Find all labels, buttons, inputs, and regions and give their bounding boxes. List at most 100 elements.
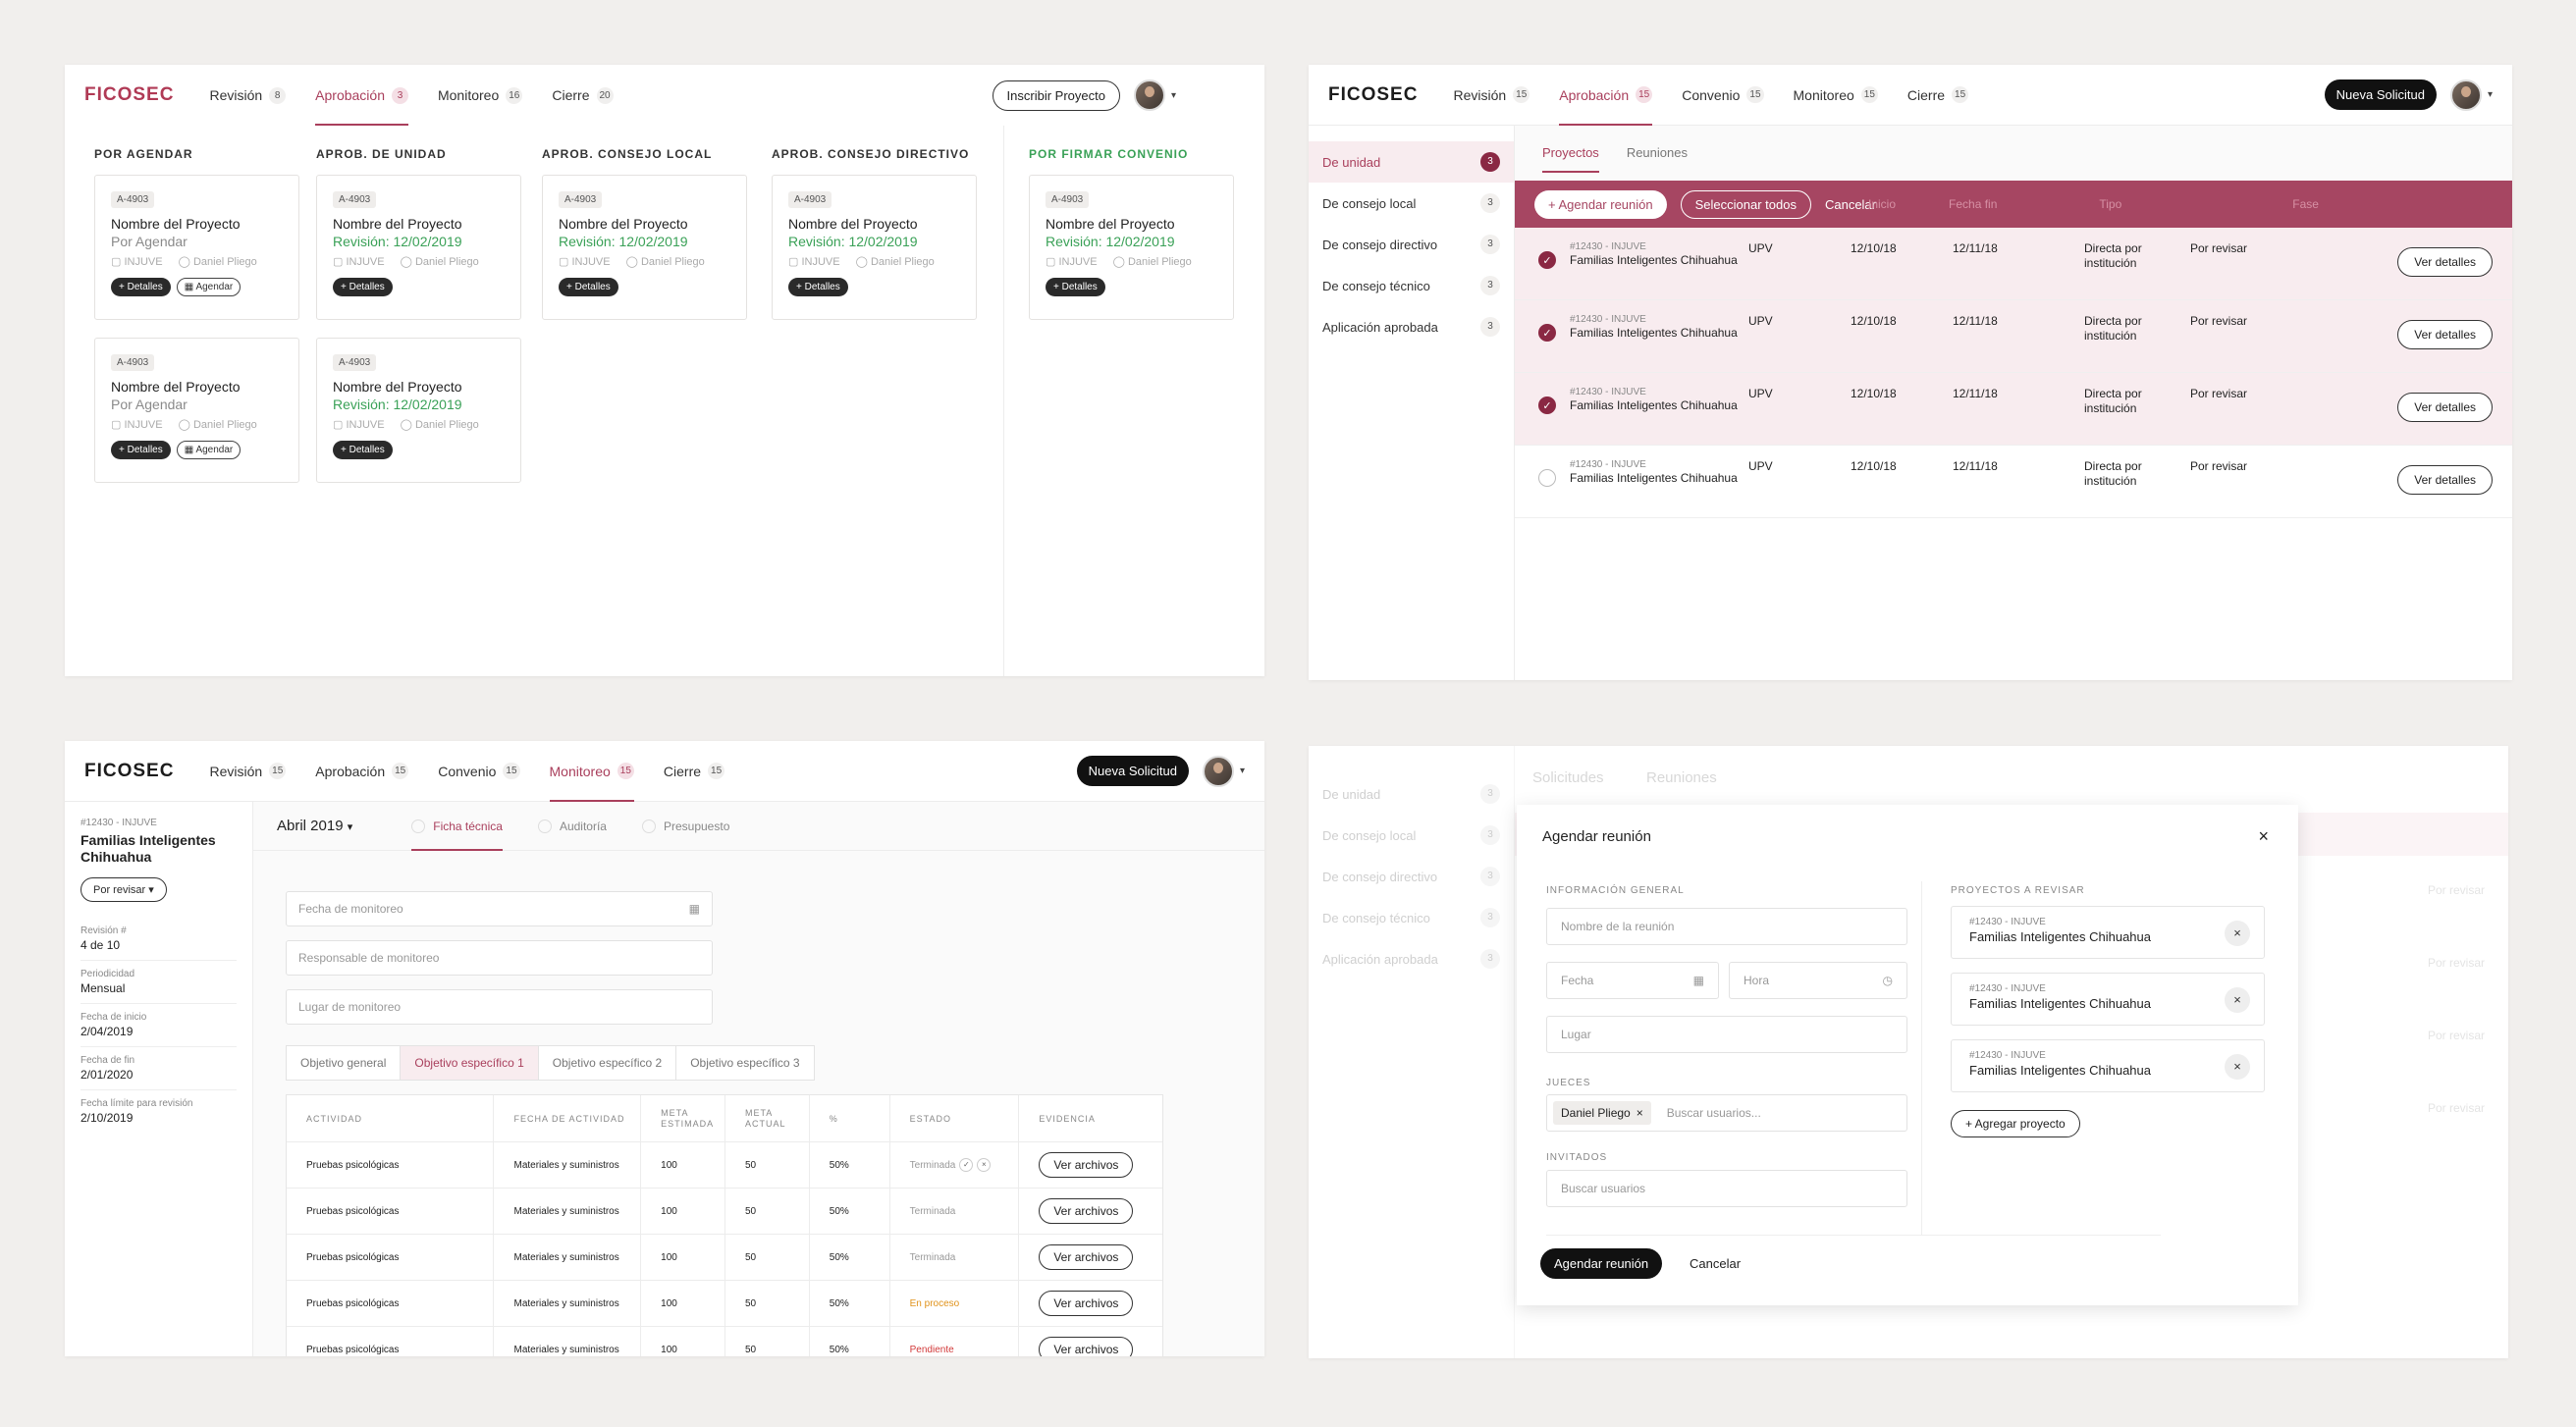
sidebar-item-consejo-local[interactable]: De consejo local 3 [1309, 183, 1514, 224]
project-card[interactable]: A-4903 Nombre del Proyecto Revisión: 12/… [772, 175, 977, 320]
time-input[interactable]: Hora ◷ [1729, 962, 1907, 999]
meeting-name-input[interactable]: Nombre de la reunión [1546, 908, 1907, 945]
chevron-down-icon[interactable]: ▾ [1239, 766, 1245, 776]
ver-archivos-button[interactable]: Ver archivos [1039, 1198, 1134, 1224]
agendar-button[interactable]: ▦ Agendar [176, 278, 242, 296]
ver-detalles-button[interactable]: Ver detalles [2397, 465, 2493, 495]
tab-cierre[interactable]: Cierre 15 [1907, 65, 1969, 126]
avatar[interactable] [1133, 79, 1165, 111]
details-button[interactable]: + Detalles [111, 278, 171, 296]
section-title: PROYECTOS A REVISAR [1951, 885, 2085, 896]
tab-objetivo-1[interactable]: Objetivo específico 1 [400, 1045, 539, 1081]
table-row[interactable]: #12430 - INJUVE Familias Inteligentes Chi… [1515, 446, 2512, 518]
fecha-monitoreo-input[interactable]: Fecha de monitoreo ▦ [286, 891, 713, 926]
responsable-input[interactable]: Responsable de monitoreo [286, 940, 713, 976]
tab-auditoria[interactable]: Auditoría [537, 802, 607, 851]
details-button[interactable]: + Detalles [333, 441, 393, 459]
tab-monitoreo[interactable]: Monitoreo 15 [1794, 65, 1878, 126]
add-project-button[interactable]: + Agregar proyecto [1951, 1110, 2080, 1137]
tab-revision[interactable]: Revisión 8 [209, 65, 287, 126]
column-title: POR AGENDAR [94, 147, 193, 161]
ver-archivos-button[interactable]: Ver archivos [1039, 1152, 1134, 1178]
row-checkbox[interactable]: ✓ [1538, 324, 1556, 342]
tab-aprobacion[interactable]: Aprobación 15 [315, 741, 409, 802]
status-select[interactable]: Por revisar ▾ [80, 877, 167, 902]
chevron-down-icon[interactable]: ▾ [2487, 89, 2493, 100]
judges-input[interactable]: Daniel Pliego × Buscar usuarios... [1546, 1094, 1907, 1132]
ver-detalles-button[interactable]: Ver detalles [2397, 320, 2493, 349]
details-button[interactable]: + Detalles [333, 278, 393, 296]
row-checkbox[interactable]: ✓ [1538, 251, 1556, 269]
org-cell: UPV [1748, 387, 1773, 400]
project-card[interactable]: A-4903 Nombre del Proyecto Revisión: 12/… [316, 175, 521, 320]
remove-icon[interactable]: × [2225, 987, 2250, 1013]
remove-icon[interactable]: × [2225, 1054, 2250, 1080]
ver-archivos-button[interactable]: Ver archivos [1039, 1291, 1134, 1316]
ver-archivos-button[interactable]: Ver archivos [1039, 1244, 1134, 1270]
sidebar-item-count: 3 [1480, 867, 1500, 886]
org-label: ▢ INJUVE [333, 419, 385, 431]
sidebar-item-de-unidad[interactable]: De unidad 3 [1309, 141, 1514, 183]
tab-revision[interactable]: Revisión 15 [209, 741, 287, 802]
tab-cierre[interactable]: Cierre 15 [664, 741, 725, 802]
details-button[interactable]: + Detalles [1046, 278, 1105, 296]
sidebar-item-consejo-directivo[interactable]: De consejo directivo 3 [1309, 224, 1514, 265]
tab-reuniones[interactable]: Reuniones [1626, 145, 1688, 160]
nueva-solicitud-button[interactable]: Nueva Solicitud [2324, 79, 2437, 110]
details-button[interactable]: + Detalles [559, 278, 618, 296]
select-all-button[interactable]: Seleccionar todos [1680, 189, 1811, 219]
agendar-reunion-button[interactable]: + Agendar reunión [1534, 189, 1667, 219]
project-card[interactable]: A-4903 Nombre del Proyecto Revisión: 12/… [316, 338, 521, 483]
avatar[interactable] [1202, 755, 1234, 787]
table-row[interactable]: ✓ #12430 - INJUVE Familias Inteligentes C… [1515, 300, 2512, 373]
nueva-solicitud-button[interactable]: Nueva Solicitud [1076, 756, 1189, 786]
ver-detalles-button[interactable]: Ver detalles [2397, 247, 2493, 277]
cancel-button[interactable]: Cancelar [1690, 1256, 1742, 1271]
tab-presupuesto[interactable]: Presupuesto [641, 802, 729, 851]
project-card[interactable]: A-4903 Nombre del Proyecto Por Agendar ▢… [94, 175, 299, 320]
remove-icon[interactable]: × [2225, 921, 2250, 946]
avatar[interactable] [2449, 79, 2482, 111]
project-card[interactable]: A-4903 Nombre del Proyecto Revisión: 12/… [1029, 175, 1234, 320]
tab-convenio[interactable]: Convenio 15 [1682, 65, 1764, 126]
tab-objetivo-3[interactable]: Objetivo específico 3 [675, 1045, 815, 1081]
close-icon[interactable]: × [2258, 826, 2269, 846]
submit-button[interactable]: Agendar reunión [1540, 1248, 1663, 1279]
tab-convenio[interactable]: Convenio 15 [438, 741, 520, 802]
lugar-input[interactable]: Lugar de monitoreo [286, 989, 713, 1025]
table-row[interactable]: ✓ #12430 - INJUVE Familias Inteligentes C… [1515, 373, 2512, 446]
month-selector[interactable]: Abril 2019 ▾ [277, 818, 352, 834]
tab-objetivo-general[interactable]: Objetivo general [286, 1045, 402, 1081]
chevron-down-icon[interactable]: ▾ [1170, 89, 1176, 101]
close-icon[interactable]: × [977, 1158, 992, 1172]
check-icon[interactable]: ✓ [959, 1158, 974, 1172]
ver-archivos-button[interactable]: Ver archivos [1039, 1337, 1134, 1356]
inscribir-proyecto-button[interactable]: Inscribir Proyecto [992, 79, 1120, 111]
details-button[interactable]: + Detalles [788, 278, 848, 296]
tab-monitoreo[interactable]: Monitoreo 15 [549, 741, 635, 802]
sidebar-item-label: De consejo directivo [1322, 237, 1438, 252]
project-card[interactable]: A-4903 Nombre del Proyecto Revisión: 12/… [542, 175, 747, 320]
row-checkbox[interactable]: ✓ [1538, 396, 1556, 414]
place-input[interactable]: Lugar [1546, 1016, 1907, 1053]
row-checkbox[interactable] [1538, 469, 1556, 487]
tab-ficha-tecnica[interactable]: Ficha técnica [411, 802, 503, 851]
ver-detalles-button[interactable]: Ver detalles [2397, 393, 2493, 422]
guests-input[interactable]: Buscar usuarios [1546, 1170, 1907, 1207]
tab-proyectos[interactable]: Proyectos [1542, 126, 1599, 181]
table-row[interactable]: ✓ #12430 - INJUVE Familias Inteligentes C… [1515, 228, 2512, 300]
cancel-button[interactable]: Cancelar [1824, 196, 1876, 212]
tab-objetivo-2[interactable]: Objetivo específico 2 [537, 1045, 677, 1081]
date-input[interactable]: Fecha ▦ [1546, 962, 1719, 999]
tab-aprobacion[interactable]: Aprobación 3 [315, 65, 408, 126]
agendar-button[interactable]: ▦ Agendar [176, 441, 242, 459]
tab-monitoreo[interactable]: Monitoreo 16 [438, 65, 523, 126]
details-button[interactable]: + Detalles [111, 441, 171, 459]
remove-icon[interactable]: × [1636, 1106, 1643, 1120]
sidebar-item-aplicacion-aprobada[interactable]: Aplicación aprobada 3 [1309, 306, 1514, 347]
project-card[interactable]: A-4903 Nombre del Proyecto Por Agendar ▢… [94, 338, 299, 483]
tab-aprobacion[interactable]: Aprobación 15 [1559, 65, 1653, 126]
tab-cierre[interactable]: Cierre 20 [552, 65, 614, 126]
sidebar-item-consejo-tecnico[interactable]: De consejo técnico 3 [1309, 265, 1514, 306]
tab-revision[interactable]: Revisión 15 [1453, 65, 1530, 126]
